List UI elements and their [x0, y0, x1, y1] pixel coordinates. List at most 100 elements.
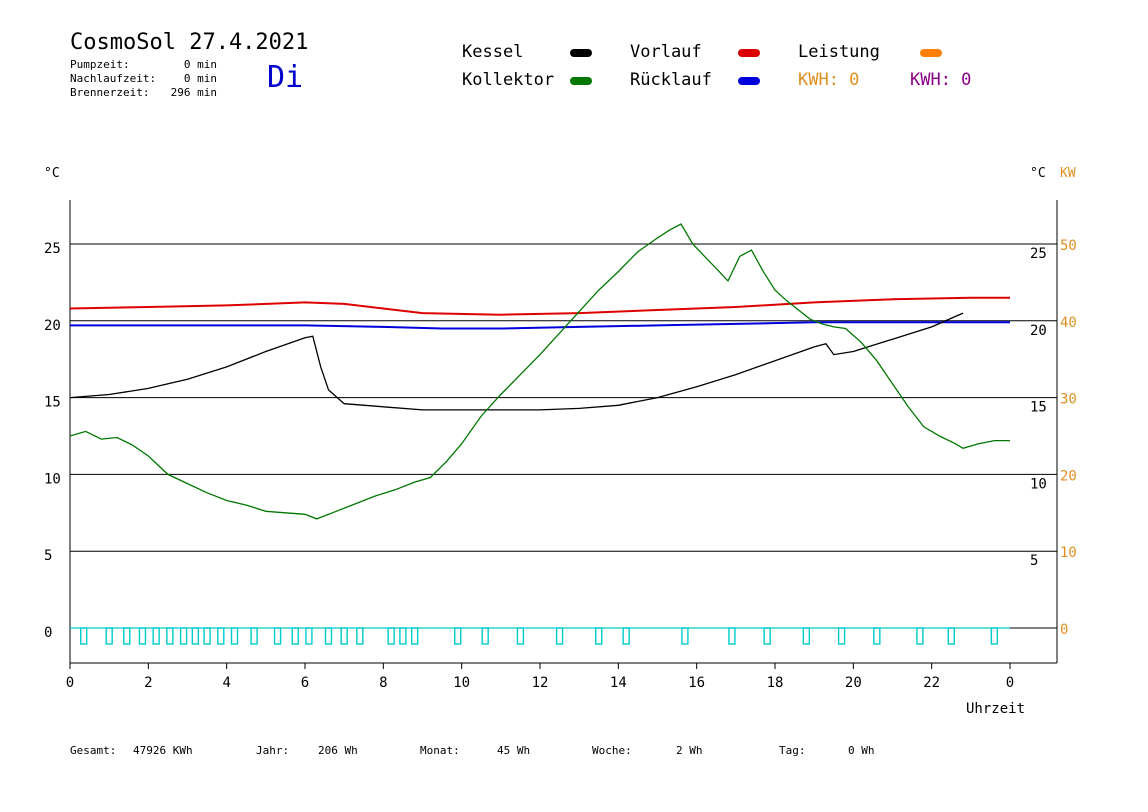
y-tick-left-5: 5 — [44, 548, 52, 564]
x-tick-24: 0 — [1006, 675, 1014, 691]
legend-kessel-label: Kessel — [462, 42, 524, 62]
pump-pulse-3 — [138, 627, 147, 645]
y-tick-right-c-20: 20 — [1030, 323, 1047, 339]
y-tick-right-kw-10: 10 — [1060, 545, 1077, 561]
pump-pulse-29 — [763, 627, 771, 645]
pump-pulse-24 — [555, 627, 564, 645]
legend-leistung-label: Leistung — [798, 42, 880, 62]
legend-vorlauf-swatch — [738, 49, 760, 57]
footer-jahr-value: 206 Wh — [318, 744, 358, 757]
pump-pulse-10 — [230, 627, 239, 645]
footer-tag-value: 0 Wh — [848, 744, 875, 757]
stat-brennerzeit-label: Brennerzeit: — [70, 86, 150, 99]
stat-pumpzeit-label: Pumpzeit: — [70, 58, 130, 71]
series-vorlauf — [69, 296, 1010, 316]
right-axis-unit-c: °C — [1030, 166, 1046, 181]
pump-pulse-21 — [454, 627, 462, 645]
page-title: CosmoSol 27.4.2021 — [70, 30, 309, 55]
series-kollektor — [69, 223, 1010, 520]
footer-gesamt-value: 47926 KWh — [133, 744, 193, 757]
pump-pulse-2 — [123, 627, 131, 645]
y-tick-left-15: 15 — [44, 395, 61, 411]
pump-pulse-5 — [166, 627, 174, 645]
legend-leistung-swatch — [920, 49, 942, 57]
pump-pulse-35 — [990, 627, 999, 645]
y-tick-right-c-10: 10 — [1030, 476, 1047, 492]
y-tick-right-kw-20: 20 — [1060, 468, 1077, 484]
legend-kollektor-label: Kollektor — [462, 70, 555, 90]
x-tick-16: 16 — [688, 675, 705, 691]
pump-pulse-13 — [291, 627, 299, 645]
pump-pulse-20 — [410, 627, 419, 645]
footer-monat-value: 45 Wh — [497, 744, 531, 757]
pump-pulse-11 — [250, 627, 258, 645]
x-tick-8: 8 — [379, 675, 387, 691]
x-tick-12: 12 — [532, 675, 549, 691]
stat-nachlaufzeit-label: Nachlaufzeit: — [70, 72, 157, 85]
pump-pulse-23 — [516, 627, 525, 645]
pump-pulse-25 — [595, 627, 603, 645]
y-tick-right-c-15: 15 — [1030, 400, 1047, 416]
legend-ruecklauf-swatch — [738, 77, 760, 85]
pump-pulse-26 — [622, 627, 630, 645]
footer-monat-label: Monat: — [420, 744, 460, 757]
footer-jahr-label: Jahr: — [256, 744, 290, 757]
left-axis-unit: °C — [44, 166, 60, 181]
y-tick-right-c-5: 5 — [1030, 553, 1038, 569]
pump-pulse-0 — [80, 627, 88, 645]
x-tick-4: 4 — [222, 675, 230, 691]
x-tick-22: 22 — [923, 675, 940, 691]
pump-pulse-30 — [802, 627, 811, 645]
pump-pulse-16 — [340, 627, 348, 645]
pump-pulse-9 — [217, 627, 225, 645]
pump-pulse-27 — [681, 627, 689, 645]
pump-pulse-19 — [399, 627, 407, 645]
x-tick-6: 6 — [301, 675, 309, 691]
y-tick-left-0: 0 — [44, 625, 52, 641]
y-tick-right-kw-40: 40 — [1060, 315, 1077, 331]
pump-pulse-6 — [179, 627, 188, 645]
x-tick-14: 14 — [610, 675, 627, 691]
pump-pulse-28 — [728, 627, 736, 645]
footer-tag-label: Tag: — [779, 744, 806, 757]
y-tick-left-20: 20 — [44, 318, 61, 334]
pump-pulse-12 — [273, 627, 282, 645]
right-axis-unit-kw: KW — [1060, 166, 1076, 181]
pump-pulse-8 — [203, 627, 211, 645]
pump-pulse-31 — [837, 627, 846, 645]
pump-pulse-7 — [191, 627, 200, 645]
stat-nachlaufzeit-value: 0 min — [183, 72, 217, 85]
pump-pulse-32 — [873, 627, 881, 645]
x-tick-10: 10 — [453, 675, 470, 691]
pump-pulse-33 — [916, 627, 924, 645]
x-tick-2: 2 — [144, 675, 152, 691]
footer-woche-label: Woche: — [592, 744, 632, 757]
y-tick-left-25: 25 — [44, 241, 61, 257]
y-tick-left-10: 10 — [44, 471, 61, 487]
x-axis-label: Uhrzeit — [966, 701, 1026, 717]
series-ruecklauf — [70, 321, 1010, 330]
pump-pulse-22 — [481, 627, 489, 645]
series-kessel — [69, 312, 964, 411]
pump-pulse-18 — [387, 627, 395, 645]
legend-ruecklauf-label: Rücklauf — [630, 70, 712, 90]
pump-pulse-1 — [105, 627, 113, 645]
legend-kwh-other: KWH: 0 — [910, 70, 972, 90]
legend-kwh-solar: KWH: 0 — [798, 70, 860, 90]
weekday-label: Di — [267, 60, 304, 95]
legend-vorlauf-label: Vorlauf — [630, 42, 702, 62]
pump-pulse-17 — [356, 627, 364, 645]
legend-kessel-swatch — [570, 49, 592, 57]
legend-kollektor-swatch — [570, 77, 592, 85]
x-tick-0: 0 — [66, 675, 74, 691]
stat-pumpzeit-value: 0 min — [183, 58, 217, 71]
x-tick-20: 20 — [845, 675, 862, 691]
y-tick-right-kw-0: 0 — [1060, 622, 1068, 638]
y-tick-right-kw-50: 50 — [1060, 238, 1077, 254]
footer-gesamt-label: Gesamt: — [70, 744, 117, 757]
y-tick-right-c-25: 25 — [1030, 246, 1047, 262]
x-tick-18: 18 — [767, 675, 784, 691]
stat-brennerzeit-value: 296 min — [170, 86, 217, 99]
pump-pulse-14 — [305, 627, 313, 645]
